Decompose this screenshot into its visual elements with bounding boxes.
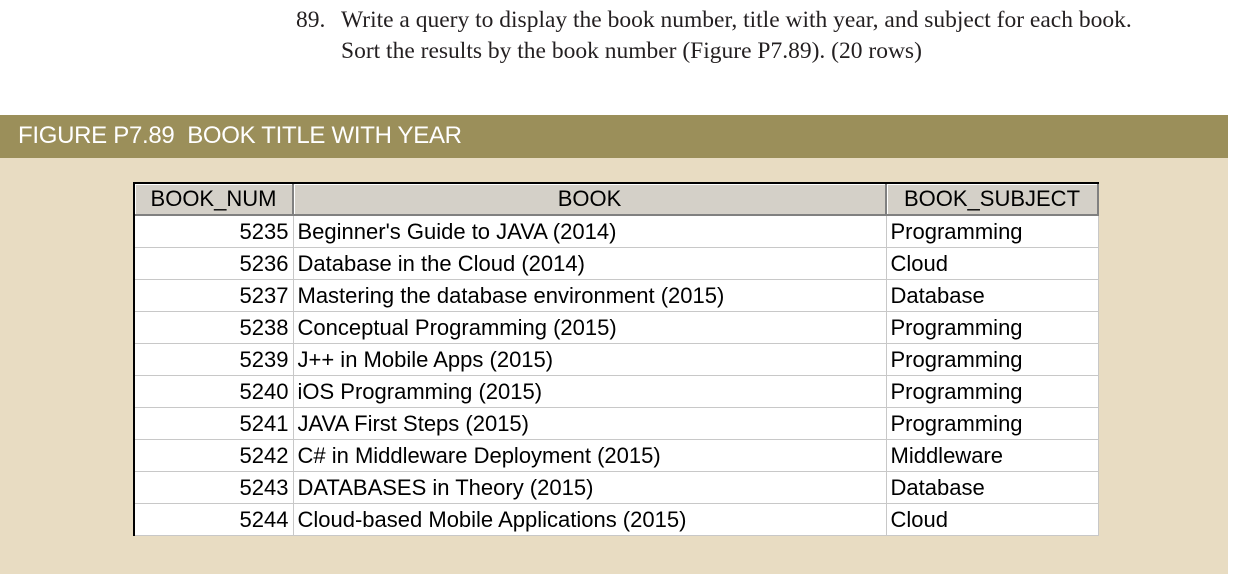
- table-row: 5243 DATABASES in Theory (2015) Database: [135, 471, 1099, 504]
- table-row: 5241 JAVA First Steps (2015) Programming: [135, 407, 1099, 440]
- cell-book: DATABASES in Theory (2015): [293, 471, 887, 504]
- cell-book-num: 5237: [135, 279, 294, 312]
- cell-book-num: 5235: [135, 215, 294, 248]
- table-row: 5242 C# in Middleware Deployment (2015) …: [135, 439, 1099, 472]
- cell-book: iOS Programming (2015): [293, 375, 887, 408]
- cell-book-num: 5244: [135, 503, 294, 536]
- table-row: 5239 J++ in Mobile Apps (2015) Programmi…: [135, 343, 1099, 376]
- column-header-book-num[interactable]: BOOK_NUM: [135, 184, 294, 216]
- column-header-book[interactable]: BOOK: [293, 184, 887, 216]
- cell-book: J++ in Mobile Apps (2015): [293, 343, 887, 376]
- question-line-2: Sort the results by the book number (Fig…: [341, 38, 922, 64]
- question-number: 89.: [296, 7, 326, 33]
- cell-book-subject: Programming: [886, 215, 1099, 248]
- question-line-1-text: Write a query to display the book number…: [341, 7, 1132, 33]
- cell-book-num: 5236: [135, 247, 294, 280]
- table-row: 5244 Cloud-based Mobile Applications (20…: [135, 503, 1099, 536]
- cell-book: Mastering the database environment (2015…: [293, 279, 887, 312]
- table-row: 5237 Mastering the database environment …: [135, 279, 1099, 312]
- cell-book-subject: Middleware: [886, 439, 1099, 472]
- table-row: 5240 iOS Programming (2015) Programming: [135, 375, 1099, 408]
- cell-book: Beginner's Guide to JAVA (2014): [293, 215, 887, 248]
- cell-book-subject: Programming: [886, 311, 1099, 344]
- result-table: BOOK_NUM BOOK BOOK_SUBJECT 5235 Beginner…: [135, 184, 1099, 536]
- cell-book: Conceptual Programming (2015): [293, 311, 887, 344]
- header-row: BOOK_NUM BOOK BOOK_SUBJECT: [135, 184, 1099, 216]
- cell-book-subject: Programming: [886, 407, 1099, 440]
- question-line-1: 89. Write a query to display the book num…: [296, 5, 1232, 36]
- cell-book-subject: Programming: [886, 375, 1099, 408]
- cell-book: Cloud-based Mobile Applications (2015): [293, 503, 887, 536]
- cell-book-num: 5240: [135, 375, 294, 408]
- table-row: 5236 Database in the Cloud (2014) Cloud: [135, 247, 1099, 280]
- figure-header: FIGURE P7.89 BOOK TITLE WITH YEAR: [0, 115, 1228, 158]
- cell-book: Database in the Cloud (2014): [293, 247, 887, 280]
- figure-title: FIGURE P7.89 BOOK TITLE WITH YEAR: [18, 122, 462, 149]
- cell-book: C# in Middleware Deployment (2015): [293, 439, 887, 472]
- cell-book-subject: Cloud: [886, 503, 1099, 536]
- cell-book-num: 5243: [135, 471, 294, 504]
- cell-book-num: 5238: [135, 311, 294, 344]
- column-header-book-subject[interactable]: BOOK_SUBJECT: [886, 184, 1099, 216]
- cell-book-num: 5241: [135, 407, 294, 440]
- cell-book-subject: Database: [886, 471, 1099, 504]
- cell-book-subject: Programming: [886, 343, 1099, 376]
- cell-book-subject: Database: [886, 279, 1099, 312]
- cell-book-num: 5242: [135, 439, 294, 472]
- table-row: 5238 Conceptual Programming (2015) Progr…: [135, 311, 1099, 344]
- question-text: 89. Write a query to display the book num…: [296, 5, 1232, 67]
- table-row: 5235 Beginner's Guide to JAVA (2014) Pro…: [135, 215, 1099, 248]
- cell-book-num: 5239: [135, 343, 294, 376]
- cell-book: JAVA First Steps (2015): [293, 407, 887, 440]
- cell-book-subject: Cloud: [886, 247, 1099, 280]
- result-grid: BOOK_NUM BOOK BOOK_SUBJECT 5235 Beginner…: [133, 182, 1099, 536]
